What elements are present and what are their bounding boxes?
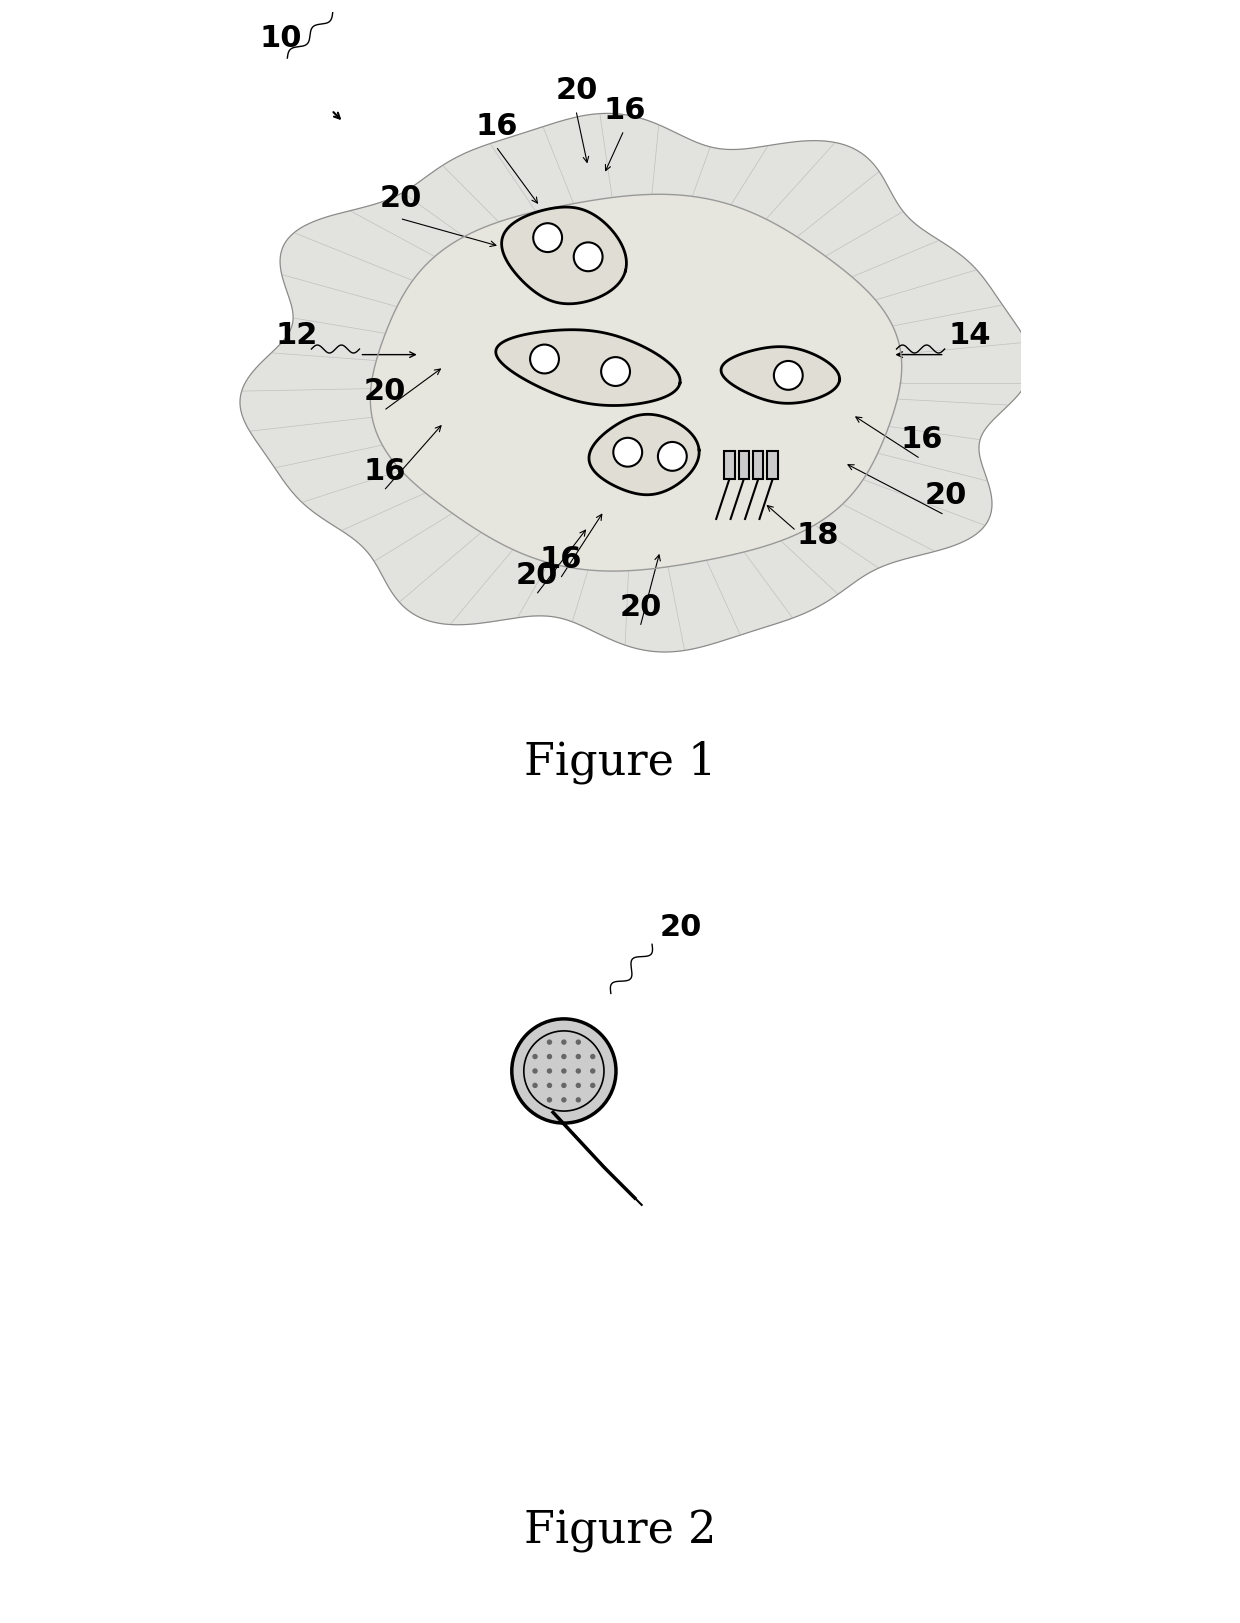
Circle shape	[547, 1099, 552, 1102]
Text: 20: 20	[925, 480, 967, 510]
Circle shape	[601, 359, 630, 386]
FancyBboxPatch shape	[724, 451, 734, 479]
Circle shape	[577, 1070, 580, 1073]
Text: 14: 14	[949, 320, 991, 349]
Circle shape	[547, 1070, 552, 1073]
Polygon shape	[720, 347, 839, 404]
Circle shape	[529, 346, 559, 375]
Circle shape	[562, 1084, 565, 1087]
Circle shape	[547, 1040, 552, 1045]
Text: 16: 16	[539, 545, 583, 573]
Circle shape	[547, 1084, 552, 1087]
Circle shape	[577, 1055, 580, 1058]
Text: 18: 18	[796, 521, 838, 550]
Text: 20: 20	[660, 912, 702, 941]
Text: 20: 20	[379, 185, 422, 213]
Text: 16: 16	[476, 112, 518, 141]
Text: 20: 20	[556, 76, 598, 105]
Circle shape	[533, 224, 562, 253]
Text: 16: 16	[604, 96, 646, 125]
Text: 20: 20	[516, 560, 558, 589]
Polygon shape	[502, 208, 626, 305]
Circle shape	[562, 1070, 565, 1073]
Circle shape	[533, 1055, 537, 1058]
Circle shape	[577, 1084, 580, 1087]
Polygon shape	[589, 415, 699, 495]
Circle shape	[533, 1084, 537, 1087]
Text: 20: 20	[363, 377, 405, 406]
Text: 10: 10	[259, 24, 301, 54]
FancyBboxPatch shape	[768, 451, 777, 479]
Circle shape	[562, 1040, 565, 1045]
Circle shape	[562, 1099, 565, 1102]
Circle shape	[533, 1070, 537, 1073]
FancyBboxPatch shape	[739, 451, 749, 479]
Text: Figure 2: Figure 2	[523, 1509, 717, 1552]
Polygon shape	[371, 195, 901, 571]
Circle shape	[574, 243, 603, 273]
Polygon shape	[496, 331, 681, 406]
Circle shape	[590, 1070, 595, 1073]
Circle shape	[512, 1019, 616, 1123]
Circle shape	[590, 1084, 595, 1087]
Circle shape	[577, 1040, 580, 1045]
FancyBboxPatch shape	[753, 451, 764, 479]
Text: 16: 16	[900, 425, 944, 453]
Circle shape	[590, 1055, 595, 1058]
Circle shape	[562, 1055, 565, 1058]
Polygon shape	[241, 114, 1032, 652]
Circle shape	[774, 362, 802, 391]
Text: 16: 16	[363, 456, 405, 485]
Circle shape	[658, 443, 687, 472]
Circle shape	[577, 1099, 580, 1102]
Text: Figure 1: Figure 1	[523, 740, 717, 784]
Text: 20: 20	[620, 592, 662, 622]
Circle shape	[614, 438, 642, 467]
Text: 12: 12	[275, 320, 317, 349]
Circle shape	[547, 1055, 552, 1058]
